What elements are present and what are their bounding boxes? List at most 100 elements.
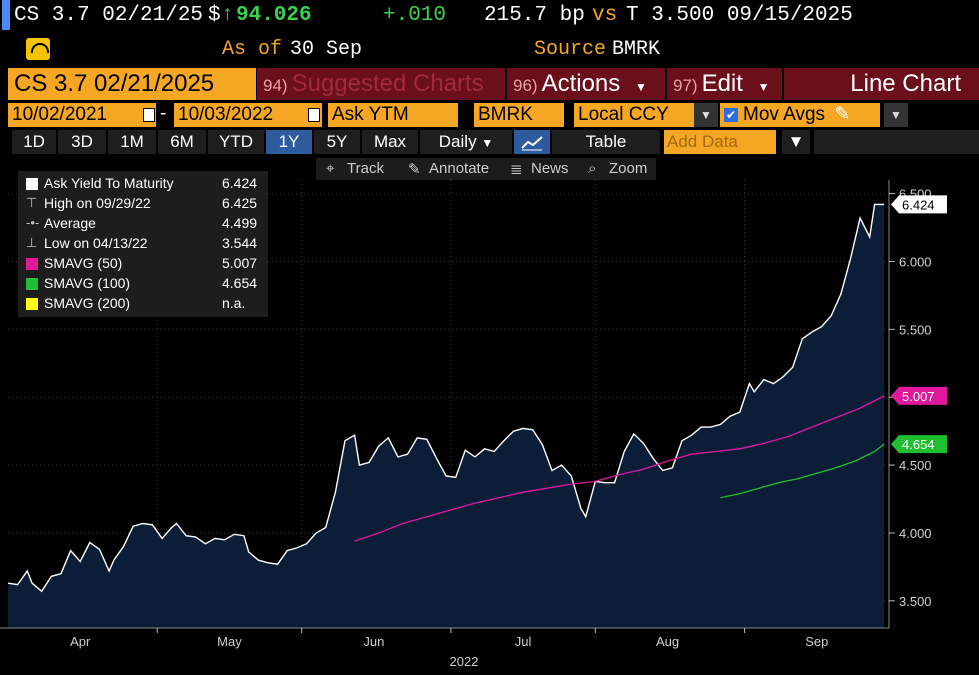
smavg-50-line (354, 395, 885, 542)
period-6m-button[interactable]: 6M (158, 130, 206, 154)
add-data-input[interactable]: Add Data (664, 130, 776, 154)
currency-value: Local CCY (578, 104, 669, 125)
chart-tools-background (316, 158, 656, 180)
actions-label: Actions (541, 70, 621, 97)
security-title[interactable]: CS 3.7 02/21/2025 (8, 68, 256, 100)
source-value: BMRK (612, 38, 661, 61)
legend-item: -•- Average 4.499 (26, 215, 266, 234)
y-tick-label: 4.000 (899, 526, 932, 541)
asof-row: As of 30 Sep Source BMRK (0, 36, 979, 66)
chart-legend: Ask Yield To Maturity 6.424 ⊤ High on 09/29… (18, 171, 268, 317)
legend-value: 3.544 (222, 235, 258, 251)
news-button[interactable]: News (531, 160, 569, 177)
edit-number: 97) (673, 76, 698, 95)
legend-item: Ask Yield To Maturity 6.424 (26, 175, 266, 194)
suggested-charts-label: Suggested Charts (291, 70, 484, 97)
zoom-button[interactable]: Zoom (609, 160, 648, 177)
legend-label: High on 09/29/22 (44, 195, 151, 211)
x-month-label: Jul (515, 634, 532, 649)
legend-value: 5.007 (222, 255, 258, 271)
track-button[interactable]: Track (347, 160, 384, 177)
ytm-area (8, 204, 885, 628)
legend-swatch (26, 258, 38, 270)
currency-select[interactable]: Local CCY (574, 103, 694, 127)
pencil-icon[interactable]: ✎ (834, 104, 851, 125)
avg-marker-icon: -•- (26, 215, 40, 230)
smavg-100-line (720, 443, 885, 499)
legend-item: ⊤ High on 09/29/22 6.425 (26, 195, 266, 214)
last-value-tag (891, 386, 947, 405)
suggested-charts-button[interactable]: 94) Suggested Charts (257, 68, 505, 100)
period-ytd-button[interactable]: YTD (208, 130, 264, 154)
y-tick-label: 3.500 (899, 594, 932, 609)
y-tick-label: 5.500 (899, 322, 932, 337)
legend-label: Average (44, 215, 96, 231)
ticker-security: CS 3.7 02/21/25 (14, 4, 204, 27)
last-value-label: 4.654 (902, 437, 935, 452)
period-max-button[interactable]: Max (362, 130, 418, 154)
legend-value: 4.499 (222, 215, 258, 231)
table-button[interactable]: Table (552, 130, 660, 154)
actions-chevron-down-icon: ▼ (634, 80, 647, 94)
actions-menu-button[interactable]: 96) Actions ▼ (507, 68, 665, 100)
actions-number: 96) (513, 76, 538, 95)
legend-value: 6.424 (222, 175, 258, 191)
mov-avgs-checkbox-icon[interactable]: ✔ (724, 107, 738, 122)
edit-chevron-down-icon: ▼ (757, 80, 770, 94)
period-1d-button[interactable]: 1D (12, 130, 56, 154)
end-calendar-icon[interactable] (308, 108, 320, 122)
edit-label: Edit (701, 70, 743, 97)
toolbar-chevron-down-icon[interactable]: ▼ (782, 130, 810, 154)
legend-label: SMAVG (100) (44, 275, 131, 291)
start-date-field[interactable]: 10/02/2021 (8, 103, 156, 127)
x-month-label: Sep (805, 634, 828, 649)
legend-value: 4.654 (222, 275, 258, 291)
source-select[interactable]: BMRK (474, 103, 564, 127)
news-icon: ≣ (510, 161, 523, 178)
annotate-button[interactable]: Annotate (429, 160, 490, 177)
currency-chevron-down-icon[interactable]: ▼ (694, 103, 718, 127)
legend-item: ⊥ Low on 04/13/22 3.544 (26, 235, 266, 254)
ticker-row: CS 3.7 02/21/25 $ ↑ 94.026 +.010 215.7 b… (0, 0, 979, 36)
date-dash: - (160, 103, 167, 124)
options-row: 10/02/2021 - 10/03/2022 Ask YTM BMRK Loc… (0, 103, 979, 127)
source-select-value: BMRK (478, 104, 533, 125)
toolbar-spacer (814, 130, 979, 154)
frequency-value: Daily (438, 132, 477, 151)
period-3d-button[interactable]: 3D (58, 130, 106, 154)
field-select[interactable]: Ask YTM (328, 103, 458, 127)
legend-item: SMAVG (100) 4.654 (26, 275, 266, 294)
last-value-label: 5.007 (902, 389, 935, 404)
x-month-label: Apr (70, 634, 91, 649)
frequency-select[interactable]: Daily ▼ (420, 130, 512, 154)
legend-label: SMAVG (200) (44, 295, 131, 311)
legend-label: SMAVG (50) (44, 255, 123, 271)
source-label: Source (534, 38, 607, 61)
y-tick-label: 4.500 (899, 458, 932, 473)
mov-avgs-toggle[interactable]: ✔ Mov Avgs ✎ (720, 103, 880, 127)
chart-type-label[interactable]: Line Chart (784, 68, 979, 100)
x-month-label: Aug (656, 634, 679, 649)
frequency-chevron-down-icon: ▼ (481, 136, 494, 150)
start-calendar-icon[interactable] (143, 108, 155, 122)
zoom-icon: ⌕ (588, 160, 597, 177)
period-5y-button[interactable]: 5Y (314, 130, 360, 154)
last-value-label: 6.424 (902, 197, 935, 212)
period-1y-button[interactable]: 1Y (266, 130, 312, 154)
x-month-label: May (217, 634, 242, 649)
asof-label: As of (222, 38, 283, 61)
end-date-field[interactable]: 10/03/2022 (174, 103, 322, 127)
line-chart-icon[interactable] (514, 130, 550, 154)
ticker-spread: 215.7 bp (484, 4, 585, 27)
period-toolbar: 1D 3D 1M 6M YTD 1Y 5Y Max Daily ▼ Table … (0, 130, 979, 154)
y-tick-label: 6.000 (899, 254, 932, 269)
high-marker-icon: ⊤ (26, 195, 38, 210)
period-1m-button[interactable]: 1M (108, 130, 156, 154)
options-chevron-down-icon[interactable]: ▼ (884, 103, 908, 127)
legend-swatch (26, 298, 38, 310)
legend-label: Ask Yield To Maturity (44, 175, 174, 191)
edit-menu-button[interactable]: 97) Edit ▼ (667, 68, 782, 100)
ticker-currency: $ (208, 4, 221, 27)
price-up-arrow-icon: ↑ (221, 4, 234, 27)
gauge-icon[interactable] (26, 38, 50, 60)
